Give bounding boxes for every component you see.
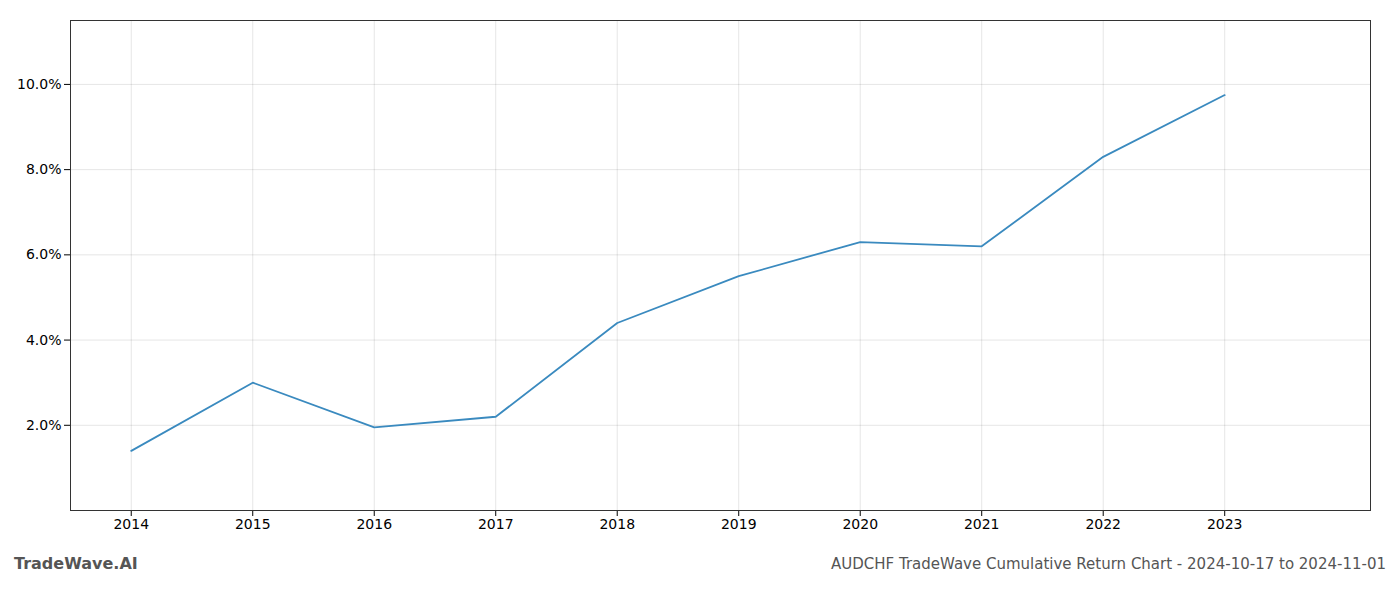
- html-text:AUDCHF TradeWave Cumulative Re: AUDCHF TradeWave Cumulative Return Chart…: [831, 555, 1386, 573]
- svg-text:2023: 2023: [1207, 516, 1243, 532]
- svg-text:2.0%: 2.0%: [26, 417, 62, 433]
- svg-text:4.0%: 4.0%: [26, 332, 62, 348]
- html-text:TradeWave.AI: TradeWave.AI: [14, 554, 138, 573]
- svg-text:8.0%: 8.0%: [26, 161, 62, 177]
- svg-text:2022: 2022: [1085, 516, 1121, 532]
- svg-text:2015: 2015: [235, 516, 271, 532]
- svg-text:2019: 2019: [721, 516, 757, 532]
- svg-text:2017: 2017: [478, 516, 514, 532]
- svg-text:2020: 2020: [842, 516, 878, 532]
- svg-text:2014: 2014: [113, 516, 149, 532]
- svg-text:2016: 2016: [356, 516, 392, 532]
- svg-text:10.0%: 10.0%: [17, 76, 61, 92]
- svg-text:6.0%: 6.0%: [26, 246, 62, 262]
- svg-text:2021: 2021: [964, 516, 1000, 532]
- svg-text:2018: 2018: [599, 516, 635, 532]
